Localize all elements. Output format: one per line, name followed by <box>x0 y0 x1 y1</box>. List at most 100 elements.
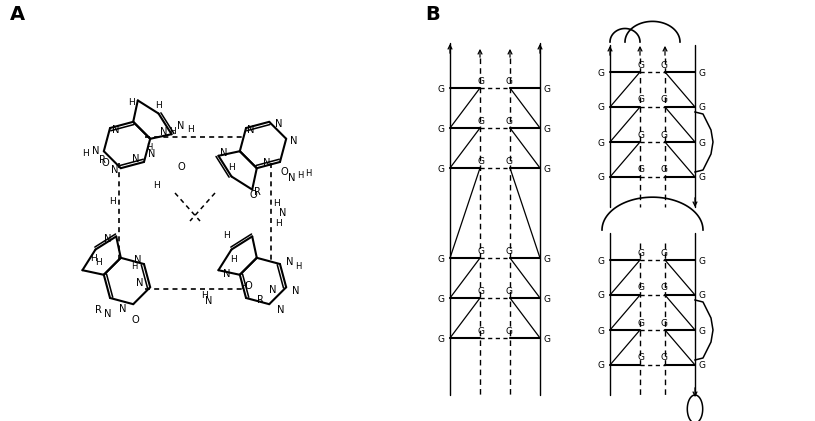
Text: G: G <box>505 247 513 256</box>
Text: G: G <box>478 247 484 256</box>
Text: R: R <box>257 295 263 305</box>
Text: H: H <box>187 125 194 133</box>
Text: G: G <box>597 327 605 336</box>
Text: G: G <box>597 173 605 182</box>
Text: N: N <box>104 234 112 245</box>
Text: G: G <box>544 255 550 264</box>
Text: G: G <box>637 96 645 104</box>
Text: N: N <box>160 127 167 137</box>
Text: H: H <box>130 261 137 271</box>
Text: H: H <box>240 282 247 291</box>
Text: G: G <box>660 131 667 139</box>
Text: G: G <box>637 354 645 362</box>
Text: N: N <box>275 119 283 129</box>
Text: G: G <box>660 283 667 293</box>
Text: H: H <box>108 197 116 205</box>
Text: H: H <box>146 144 152 152</box>
Text: G: G <box>698 139 706 147</box>
Text: N: N <box>132 154 139 164</box>
Text: G: G <box>660 354 667 362</box>
Text: G: G <box>544 295 550 304</box>
Text: O: O <box>131 315 139 325</box>
Text: G: G <box>438 85 444 93</box>
Text: G: G <box>438 335 444 344</box>
Text: G: G <box>597 139 605 147</box>
Text: N: N <box>178 121 185 131</box>
Text: G: G <box>597 69 605 77</box>
Text: O: O <box>177 162 185 172</box>
Text: G: G <box>478 327 484 336</box>
Text: G: G <box>478 287 484 296</box>
Text: H: H <box>295 261 302 271</box>
Text: N: N <box>222 269 230 279</box>
Text: G: G <box>544 125 550 133</box>
Text: H: H <box>297 171 303 181</box>
Text: G: G <box>637 319 645 328</box>
Text: G: G <box>660 61 667 69</box>
Text: H: H <box>275 218 282 227</box>
Text: H: H <box>90 254 97 263</box>
Text: G: G <box>698 327 706 336</box>
Text: G: G <box>637 283 645 293</box>
Text: O: O <box>102 158 110 168</box>
Text: N: N <box>104 309 112 319</box>
Text: R: R <box>253 187 261 197</box>
Text: G: G <box>478 77 484 85</box>
Text: G: G <box>637 165 645 174</box>
Text: N: N <box>293 286 300 296</box>
Text: N: N <box>134 255 142 265</box>
Text: R: R <box>99 155 106 165</box>
Text: N: N <box>148 149 156 159</box>
Text: H: H <box>201 290 209 299</box>
Text: G: G <box>505 77 513 85</box>
Text: G: G <box>698 362 706 370</box>
Text: N: N <box>120 304 127 314</box>
Text: H: H <box>170 126 176 136</box>
Text: G: G <box>438 295 444 304</box>
Text: H: H <box>223 231 231 240</box>
Text: N: N <box>277 305 285 315</box>
Text: G: G <box>660 165 667 174</box>
Text: G: G <box>637 61 645 69</box>
Text: N: N <box>92 146 99 156</box>
Text: G: G <box>505 157 513 165</box>
Text: G: G <box>698 69 706 77</box>
Text: G: G <box>597 362 605 370</box>
Text: N: N <box>111 165 118 175</box>
Text: H: H <box>82 149 89 158</box>
Text: G: G <box>438 255 444 264</box>
Text: G: G <box>698 291 706 301</box>
Text: N: N <box>136 278 144 288</box>
Text: G: G <box>438 165 444 173</box>
Text: N: N <box>220 148 227 158</box>
Text: G: G <box>660 96 667 104</box>
Text: H: H <box>230 255 237 264</box>
Text: G: G <box>505 327 513 336</box>
Text: N: N <box>290 136 298 146</box>
Text: N: N <box>205 296 213 306</box>
Text: G: G <box>660 319 667 328</box>
Text: N: N <box>112 125 120 135</box>
Text: G: G <box>544 85 550 93</box>
Text: G: G <box>637 131 645 139</box>
Text: H: H <box>228 163 235 172</box>
Text: H: H <box>95 258 102 267</box>
Text: G: G <box>544 165 550 173</box>
Text: H: H <box>155 101 162 110</box>
Text: G: G <box>597 104 605 112</box>
Text: G: G <box>698 173 706 182</box>
Text: N: N <box>280 208 287 218</box>
Text: G: G <box>478 117 484 125</box>
Text: N: N <box>270 285 277 295</box>
Text: G: G <box>698 104 706 112</box>
Text: R: R <box>95 305 101 315</box>
Text: G: G <box>505 287 513 296</box>
Text: G: G <box>438 125 444 133</box>
Text: G: G <box>637 248 645 258</box>
Text: G: G <box>698 256 706 266</box>
Text: G: G <box>544 335 550 344</box>
Text: O: O <box>280 167 288 177</box>
Text: O: O <box>244 281 252 291</box>
Text: A: A <box>10 5 25 24</box>
Text: N: N <box>247 125 255 135</box>
